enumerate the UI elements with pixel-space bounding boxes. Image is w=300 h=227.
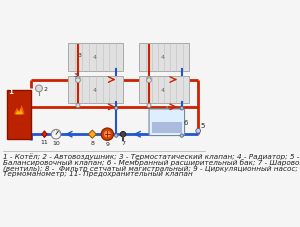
Text: Балансировочный клапан; 6 - Мембранный расширительный бак; 7 - Шаровой кран: Балансировочный клапан; 6 - Мембранный р…: [3, 159, 300, 165]
Circle shape: [104, 131, 111, 138]
Text: 3: 3: [73, 73, 77, 78]
Text: 4: 4: [92, 88, 96, 93]
Text: 1 - Котёл; 2 - Автовоздушник; 3 - Термостатический клапан; 4 - Радиатор; 5 -: 1 - Котёл; 2 - Автовоздушник; 3 - Термос…: [3, 153, 300, 160]
Text: 1: 1: [8, 89, 13, 95]
Polygon shape: [42, 131, 47, 138]
Circle shape: [180, 107, 184, 111]
Text: 10: 10: [52, 140, 60, 145]
Circle shape: [36, 86, 42, 92]
Circle shape: [76, 104, 80, 108]
Text: (вентиль); 8 -  Фильтр сетчатый магистральный; 9 - Циркуляционный насос; 10 -: (вентиль); 8 - Фильтр сетчатый магистрал…: [3, 165, 300, 171]
Text: 8: 8: [90, 140, 94, 145]
Text: 11: 11: [40, 140, 48, 145]
FancyBboxPatch shape: [149, 109, 184, 136]
Text: 4: 4: [92, 55, 96, 60]
Text: 3: 3: [78, 52, 82, 57]
Bar: [68, 44, 123, 71]
Text: 4: 4: [161, 55, 165, 60]
Circle shape: [76, 79, 80, 83]
Text: 6: 6: [184, 120, 188, 126]
Circle shape: [76, 77, 80, 81]
Circle shape: [115, 107, 118, 111]
Bar: [7, 90, 31, 139]
Bar: [68, 77, 123, 104]
Bar: [152, 123, 182, 133]
Bar: [140, 44, 189, 71]
Polygon shape: [16, 109, 23, 115]
Text: 9: 9: [105, 141, 109, 146]
Circle shape: [115, 134, 118, 138]
Polygon shape: [88, 131, 96, 139]
Text: 7: 7: [121, 140, 125, 145]
Circle shape: [120, 132, 126, 137]
Text: Термоманометр; 11- Предохранительный клапан: Термоманометр; 11- Предохранительный кла…: [3, 170, 193, 176]
Bar: [140, 77, 189, 104]
Text: 2: 2: [44, 86, 48, 91]
Circle shape: [196, 129, 201, 133]
Circle shape: [147, 104, 151, 108]
Circle shape: [147, 79, 152, 83]
Circle shape: [180, 134, 184, 138]
Circle shape: [147, 77, 151, 81]
Polygon shape: [14, 105, 25, 115]
Circle shape: [51, 130, 61, 139]
Circle shape: [101, 128, 113, 141]
Text: 5: 5: [200, 122, 205, 128]
Text: 4: 4: [161, 88, 165, 93]
